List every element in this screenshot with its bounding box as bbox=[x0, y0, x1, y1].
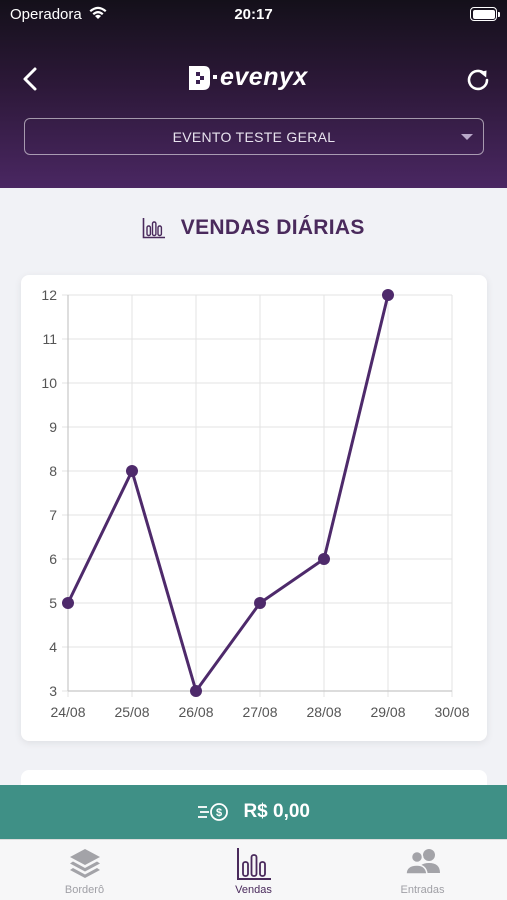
data-point bbox=[126, 465, 138, 477]
x-tick-label: 29/08 bbox=[370, 704, 405, 720]
section-title-text: VENDAS DIÁRIAS bbox=[180, 216, 365, 239]
chevron-left-icon bbox=[23, 67, 37, 91]
y-tick-label: 12 bbox=[41, 287, 57, 303]
y-tick-label: 11 bbox=[42, 331, 57, 347]
event-select[interactable]: EVENTO TESTE GERAL bbox=[24, 118, 484, 155]
x-tick-label: 26/08 bbox=[178, 704, 213, 720]
carrier-name: Operadora bbox=[10, 6, 82, 23]
bar-chart-icon bbox=[236, 848, 271, 880]
x-tick-label: 24/08 bbox=[50, 704, 85, 720]
total-value: R$ 0,00 bbox=[243, 801, 310, 822]
refresh-icon bbox=[467, 69, 489, 91]
daily-sales-chart: 3 4 5 6 7 8 9 10 11 12 24/08 25/08 26/08 27/08 28/08 29… bbox=[41, 287, 469, 720]
tab-label: Borderô bbox=[64, 884, 105, 896]
x-tick-label: 30/08 bbox=[434, 704, 469, 720]
tab-label: Vendas bbox=[235, 884, 272, 896]
x-tick-label: 28/08 bbox=[306, 704, 341, 720]
logo-mark-icon bbox=[189, 66, 217, 90]
tab-label: Entradas bbox=[400, 884, 445, 896]
money-list-icon: $ bbox=[198, 803, 228, 821]
data-point bbox=[190, 685, 202, 697]
tab-vendas[interactable]: Vendas bbox=[169, 840, 338, 900]
data-point bbox=[382, 289, 394, 301]
y-tick-label: 6 bbox=[49, 551, 57, 567]
y-tick-label: 10 bbox=[41, 375, 57, 391]
status-time: 20:17 bbox=[234, 6, 273, 23]
evenyx-logo: evenyx bbox=[186, 63, 322, 93]
x-tick-label: 25/08 bbox=[114, 704, 149, 720]
tab-bordero[interactable]: Borderô bbox=[0, 840, 169, 900]
total-bar: $ R$ 0,00 bbox=[0, 785, 507, 839]
y-tick-label: 4 bbox=[49, 639, 57, 655]
caret-down-icon bbox=[461, 134, 473, 140]
tab-entradas[interactable]: Entradas bbox=[338, 840, 507, 900]
tab-bar: Borderô Vendas Entradas bbox=[0, 839, 507, 900]
series-line bbox=[66, 294, 390, 693]
section-title: VENDAS DIÁRIAS bbox=[0, 216, 507, 242]
y-tick-label: 8 bbox=[49, 463, 57, 479]
users-icon bbox=[404, 849, 440, 875]
data-point bbox=[318, 553, 330, 565]
svg-text:$: $ bbox=[216, 807, 222, 819]
data-point bbox=[62, 597, 74, 609]
refresh-button[interactable] bbox=[464, 66, 492, 94]
y-tick-label: 5 bbox=[49, 595, 57, 611]
x-tick-label: 27/08 bbox=[242, 704, 277, 720]
bar-chart-icon bbox=[143, 218, 166, 239]
back-button[interactable] bbox=[16, 64, 46, 94]
y-tick-label: 9 bbox=[49, 419, 57, 435]
logo-text: evenyx bbox=[220, 63, 308, 91]
daily-sales-chart-card: 3 4 5 6 7 8 9 10 11 12 24/08 25/08 26/08 27/08 28/08 29… bbox=[21, 275, 487, 741]
battery-icon bbox=[470, 7, 500, 21]
event-select-value: EVENTO TESTE GERAL bbox=[172, 129, 336, 145]
status-bar: Operadora 20:17 bbox=[0, 0, 507, 30]
layers-icon bbox=[69, 849, 100, 878]
data-point bbox=[254, 597, 266, 609]
y-tick-label: 7 bbox=[49, 507, 57, 523]
wifi-icon bbox=[89, 6, 107, 19]
y-tick-label: 3 bbox=[49, 683, 57, 699]
header: Operadora 20:17 evenyx EVENTO TESTE GE bbox=[0, 0, 507, 188]
